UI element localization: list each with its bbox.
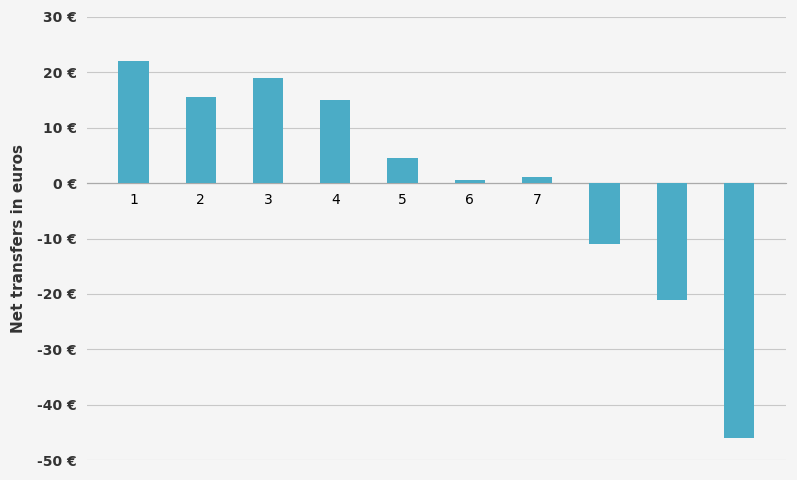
Bar <box>455 180 485 183</box>
Bar <box>119 61 148 183</box>
Bar <box>657 183 687 300</box>
Bar <box>253 78 283 183</box>
Bar <box>724 183 754 438</box>
Bar <box>522 178 552 183</box>
Bar <box>387 158 418 183</box>
Y-axis label: Net transfers in euros: Net transfers in euros <box>11 144 26 333</box>
Bar <box>320 100 351 183</box>
Bar <box>589 183 619 244</box>
Bar <box>186 97 216 183</box>
